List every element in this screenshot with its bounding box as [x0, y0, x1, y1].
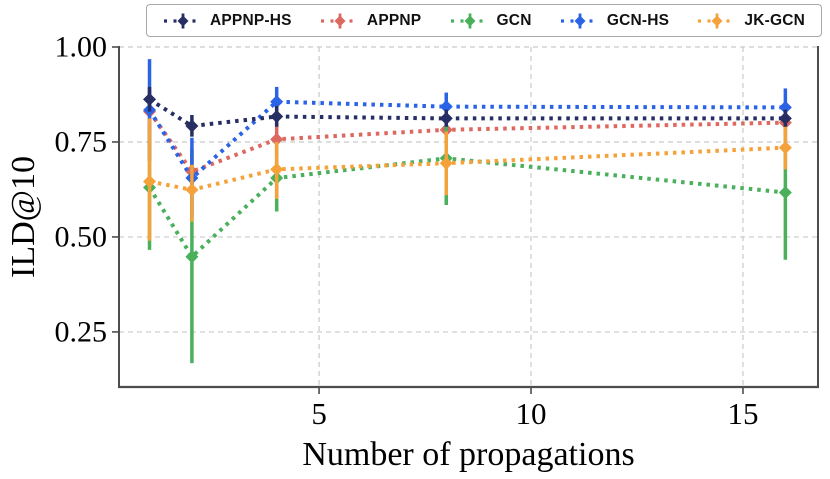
legend-label: APPNP [366, 11, 422, 29]
x-tick-label: 10 [516, 396, 547, 431]
data-point [143, 174, 157, 188]
legend-item-appnp-hs: APPNP-HS [163, 12, 292, 30]
legend-label: JK-GCN [744, 11, 805, 29]
data-point [439, 100, 453, 114]
data-point [185, 119, 199, 133]
series-line [147, 156, 786, 260]
errorbar-marker-icon [698, 13, 737, 28]
errorbar-marker-icon [164, 13, 202, 28]
legend-label: GCN-HS [606, 11, 670, 29]
data-point [439, 111, 453, 125]
errorbar-marker-icon [560, 13, 599, 28]
legend-item-appnp: APPNP [320, 12, 421, 30]
data-point [778, 141, 792, 155]
legend-item-gcn: GCN [450, 12, 532, 30]
legend-label: GCN [496, 11, 532, 29]
series-line [147, 99, 786, 182]
data-point [778, 100, 792, 114]
data-point [143, 92, 157, 106]
y-tick-label: 0.25 [55, 315, 108, 348]
legend-label: APPNP-HS [210, 11, 292, 29]
errorbar-marker-icon [450, 13, 489, 28]
data-point [778, 185, 792, 199]
data-point [270, 162, 284, 176]
data-point [185, 250, 199, 264]
legend-item-gcn-hs: GCN-HS [560, 12, 669, 30]
y-tick-label: 0.50 [55, 220, 108, 253]
y-tick-label: 0.75 [55, 125, 108, 158]
legend: APPNP-HS APPNP GCN GCN-HS JK-GCN [146, 4, 822, 37]
legend-item-jk-gcn: JK-GCN [697, 12, 805, 30]
x-tick-label: 15 [727, 396, 758, 431]
data-point [270, 132, 284, 146]
x-tick-label: 5 [311, 396, 327, 431]
data-point [439, 156, 453, 170]
data-point [270, 95, 284, 109]
x-axis-label: Number of propagations [302, 436, 634, 473]
y-axis-label: ILD@10 [5, 156, 42, 278]
series-line [148, 97, 786, 129]
errorbar-marker-icon [320, 13, 359, 28]
data-point [778, 111, 792, 125]
data-point [185, 183, 199, 197]
data-point [270, 110, 284, 124]
y-tick-label: 1.00 [55, 31, 108, 64]
